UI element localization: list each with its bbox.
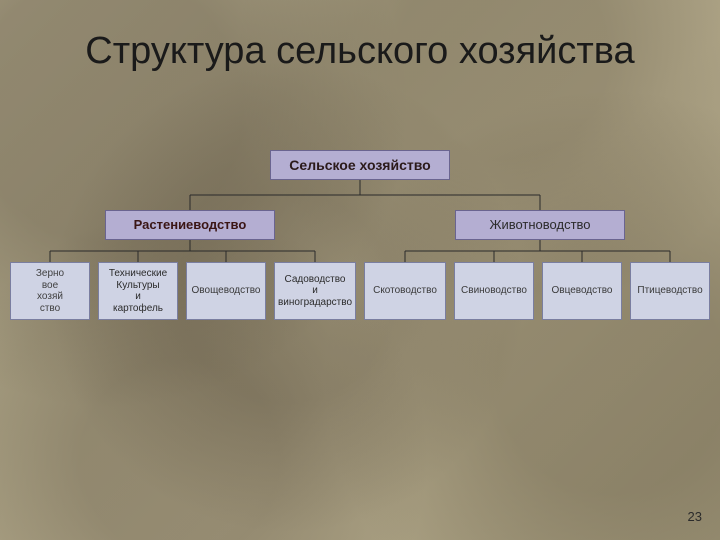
org-chart: Сельское хозяйство Растениеводство Животно… — [10, 150, 710, 350]
org-node-l2b: Животноводство — [455, 210, 625, 240]
org-node-l3b3: Овцеводство — [542, 262, 622, 320]
page-title: Структура сельского хозяйства — [0, 30, 720, 73]
org-node-l2a: Растениеводство — [105, 210, 275, 240]
slide: Структура сельского хозяйства Сельское х… — [0, 0, 720, 540]
org-node-l3b2: Свиноводство — [454, 262, 534, 320]
page-number: 23 — [688, 509, 702, 524]
org-node-l3a3: Овощеводство — [186, 262, 266, 320]
org-node-l3b1: Скотоводство — [364, 262, 446, 320]
org-node-root: Сельское хозяйство — [270, 150, 450, 180]
org-chart-connectors — [10, 150, 710, 350]
org-node-l3a1: Зерновоехозяйство — [10, 262, 90, 320]
org-node-l3b4: Птицеводство — [630, 262, 710, 320]
org-node-l3a2: ТехническиеКультурыикартофель — [98, 262, 178, 320]
org-node-l3a4: Садоводствоивиноградарство — [274, 262, 356, 320]
